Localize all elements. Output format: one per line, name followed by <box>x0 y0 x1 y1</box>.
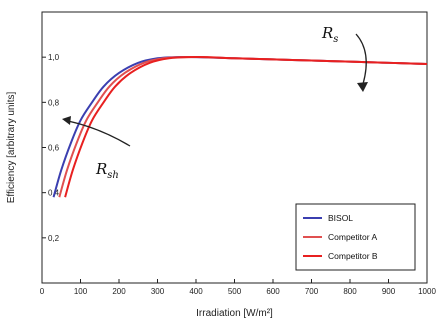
x-tick-label: 800 <box>343 287 357 296</box>
x-tick-label: 700 <box>305 287 319 296</box>
x-tick-label: 1000 <box>418 287 436 296</box>
rs-arrow <box>355 33 367 85</box>
rsh-arrowhead <box>62 116 71 125</box>
y-axis-ticks: 0,20,40,60,81,0 <box>42 53 60 243</box>
x-tick-label: 400 <box>189 287 203 296</box>
legend-label: Competitor A <box>328 232 377 242</box>
y-axis-label: Efficiency [arbitrary units] <box>6 92 17 204</box>
rs-annotation: Rs <box>321 24 338 45</box>
x-tick-label: 300 <box>151 287 165 296</box>
y-tick-label: 1,0 <box>48 53 60 62</box>
x-tick-label: 600 <box>266 287 280 296</box>
legend: BISOL Competitor A Competitor B <box>295 203 416 271</box>
y-tick-label: 0,2 <box>48 234 60 243</box>
y-tick-label: 0,8 <box>48 98 60 107</box>
y-tick-label: 0,6 <box>48 144 60 153</box>
x-tick-label: 900 <box>382 287 396 296</box>
x-axis-ticks: 0 100 200 300 400 500 600 700 800 900 1000 <box>40 279 436 296</box>
x-tick-label: 100 <box>74 287 88 296</box>
annotations: Rs Rsh <box>62 24 368 181</box>
legend-label: BISOL <box>328 213 353 223</box>
x-axis-label: Irradiation [W/m²] <box>196 308 273 319</box>
rsh-annotation: Rsh <box>95 160 119 181</box>
legend-label: Competitor B <box>328 251 378 261</box>
rsh-arrow <box>67 120 131 147</box>
x-tick-label: 200 <box>112 287 126 296</box>
x-tick-label: 500 <box>228 287 242 296</box>
rs-arrowhead <box>357 82 368 92</box>
x-tick-label: 0 <box>40 287 45 296</box>
